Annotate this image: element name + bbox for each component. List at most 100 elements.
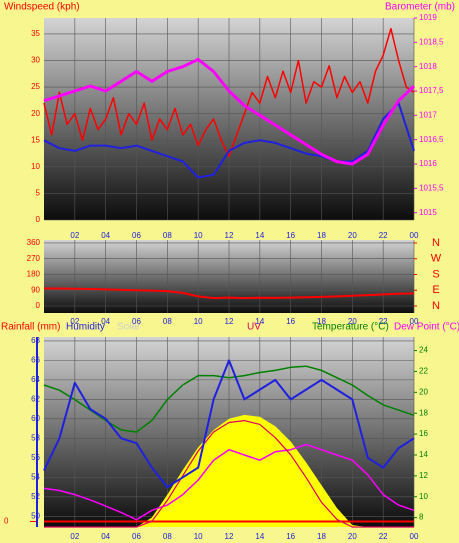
y2-tick-label: 1016 — [419, 159, 437, 168]
y-tick-label: 180 — [27, 270, 41, 279]
x-tick-label: 22 — [379, 317, 388, 326]
y-tick-label: 66 — [31, 355, 40, 364]
y-tick-label: 58 — [31, 433, 40, 442]
y2-tick-label: 22 — [419, 367, 428, 376]
legend-entry: Dew Point (°C) — [394, 322, 459, 333]
line — [43, 57, 416, 166]
y2-tick-label: 24 — [419, 346, 428, 355]
x-tick-label: 18 — [317, 317, 326, 326]
y-tick-label: 5 — [36, 189, 41, 198]
x-tick-label: 06 — [132, 532, 141, 541]
x-tick-label: 02 — [70, 532, 79, 541]
y2-tick-label: 1018,5 — [419, 37, 444, 46]
x-tick-label: 14 — [255, 532, 264, 541]
x-tick-label: 20 — [348, 231, 357, 240]
y-tick-label: 360 — [27, 238, 41, 247]
x-tick-label: 16 — [286, 317, 295, 326]
y-tick-label: 64 — [31, 375, 40, 384]
y-tick-label: 60 — [31, 414, 40, 423]
x-tick-label: 16 — [286, 532, 295, 541]
y2-tick-label: 20 — [419, 387, 428, 396]
legend-entry: UV — [247, 322, 261, 333]
line — [43, 443, 415, 521]
y2-tick-label: E — [432, 284, 439, 296]
area — [44, 414, 414, 527]
y-tick-label: 68 — [31, 336, 40, 345]
legend-entry: Rainfall (mm) — [1, 322, 60, 333]
y2-tick-label: 1015,5 — [419, 183, 444, 192]
line — [43, 359, 415, 489]
line — [44, 287, 415, 300]
x-tick-label: 10 — [194, 231, 203, 240]
y2-tick-label: 1017,5 — [419, 86, 444, 95]
y2-tick-label: N — [432, 237, 440, 249]
x-tick-label: 00 — [410, 231, 419, 240]
x-tick-label: 00 — [410, 532, 419, 541]
y-tick-label: 35 — [31, 29, 40, 38]
y-tick-label: 56 — [31, 453, 40, 462]
x-tick-label: 22 — [379, 532, 388, 541]
x-tick-label: 14 — [255, 231, 264, 240]
y2-tick-label: 16 — [419, 429, 428, 438]
x-tick-label: 12 — [225, 231, 234, 240]
x-tick-label: 20 — [348, 317, 357, 326]
y-axis-title: Windspeed (kph) — [4, 2, 80, 13]
y-tick-label: 10 — [31, 162, 40, 171]
y2-tick-label: 1018 — [419, 62, 437, 71]
y2-tick-label: W — [431, 253, 442, 265]
x-tick-label: 16 — [286, 231, 295, 240]
legend-entry: Solar — [117, 322, 141, 333]
y2-tick-label: 1016,5 — [419, 135, 444, 144]
x-tick-label: 06 — [132, 317, 141, 326]
x-tick-label: 04 — [101, 317, 110, 326]
x-tick-label: 04 — [101, 532, 110, 541]
y2-tick-label: 1017 — [419, 110, 437, 119]
x-tick-label: 00 — [410, 317, 419, 326]
y-tick-label: 50 — [31, 511, 40, 520]
x-tick-label: 06 — [132, 231, 141, 240]
x-tick-label: 10 — [194, 532, 203, 541]
y2-tick-label: 1019 — [419, 13, 437, 22]
x-tick-label: 02 — [70, 317, 79, 326]
x-tick-label: 04 — [101, 231, 110, 240]
y-tick-label: 90 — [31, 285, 40, 294]
line — [43, 365, 415, 433]
x-tick-label: 12 — [225, 532, 234, 541]
y2-tick-label: 10 — [419, 492, 428, 501]
rain-tick-label: 0 — [4, 517, 9, 526]
y2-tick-label: 12 — [419, 471, 428, 480]
y-tick-label: 54 — [31, 472, 40, 481]
x-tick-label: 14 — [255, 317, 264, 326]
y2-tick-label: 1015 — [419, 208, 437, 217]
legend-entry: Temperature (°C) — [312, 322, 389, 333]
y-tick-label: 25 — [31, 82, 40, 91]
y2-tick-label: 8 — [419, 513, 424, 522]
y2-tick-label: S — [432, 268, 439, 280]
line — [43, 27, 415, 157]
y-tick-label: 20 — [31, 109, 40, 118]
y-tick-label: 52 — [31, 492, 40, 501]
y2-tick-label: N — [432, 300, 440, 312]
x-tick-label: 20 — [348, 532, 357, 541]
y-tick-label: 0 — [36, 301, 41, 310]
y2-tick-label: 18 — [419, 408, 428, 417]
x-tick-label: 10 — [194, 317, 203, 326]
line — [43, 102, 415, 179]
x-tick-label: 18 — [317, 231, 326, 240]
x-tick-label: 22 — [379, 231, 388, 240]
y-tick-label: 62 — [31, 394, 40, 403]
y2-tick-label: 14 — [419, 450, 428, 459]
x-tick-label: 08 — [163, 231, 172, 240]
y-tick-label: 30 — [31, 56, 40, 65]
y-tick-label: 270 — [27, 254, 41, 263]
y2-axis-title: Barometer (mb) — [385, 2, 455, 13]
x-tick-label: 12 — [225, 317, 234, 326]
x-tick-label: 02 — [70, 231, 79, 240]
y-tick-label: 0 — [36, 215, 41, 224]
y-tick-label: 15 — [31, 135, 40, 144]
x-tick-label: 08 — [163, 532, 172, 541]
legend-entry: Humidity — [66, 322, 105, 333]
x-tick-label: 18 — [317, 532, 326, 541]
